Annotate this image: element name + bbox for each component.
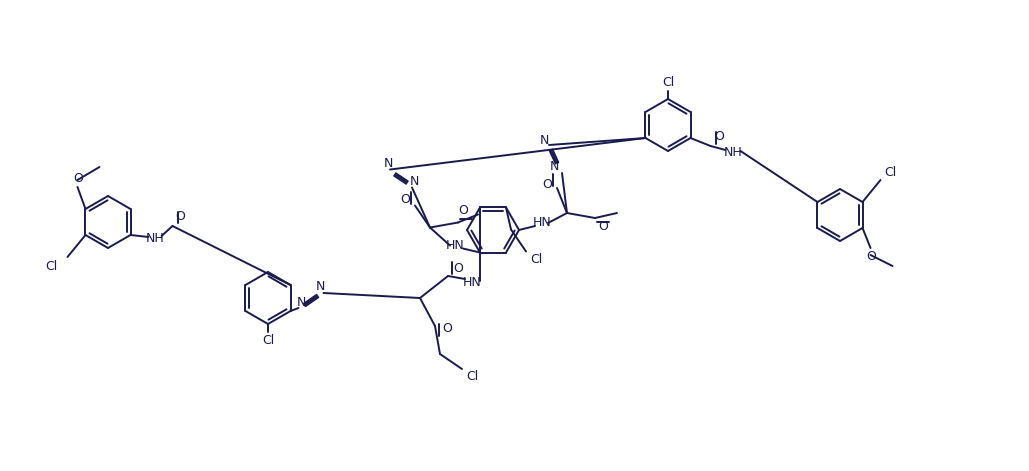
Text: N: N (316, 281, 325, 293)
Text: O: O (458, 204, 468, 217)
Text: O: O (453, 261, 463, 275)
Text: O: O (400, 193, 410, 206)
Text: Cl: Cl (662, 75, 674, 89)
Text: N: N (410, 175, 419, 188)
Text: Cl: Cl (45, 260, 58, 274)
Text: O: O (176, 210, 185, 222)
Text: HN: HN (533, 217, 552, 229)
Text: N: N (384, 157, 393, 170)
Text: N: N (539, 135, 548, 147)
Text: O: O (542, 178, 552, 190)
Text: N: N (549, 160, 559, 172)
Text: HN: HN (463, 276, 482, 290)
Text: O: O (73, 171, 83, 185)
Text: Cl: Cl (466, 371, 478, 383)
Text: O: O (714, 130, 724, 143)
Text: N: N (296, 295, 307, 309)
Text: Cl: Cl (884, 165, 896, 179)
Text: NH: NH (724, 146, 743, 159)
Text: Cl: Cl (261, 333, 274, 347)
Text: NH: NH (146, 233, 165, 245)
Text: O: O (598, 219, 608, 233)
Text: O: O (442, 323, 452, 335)
Text: HN: HN (446, 239, 464, 252)
Text: Cl: Cl (530, 253, 542, 266)
Text: O: O (866, 251, 877, 263)
